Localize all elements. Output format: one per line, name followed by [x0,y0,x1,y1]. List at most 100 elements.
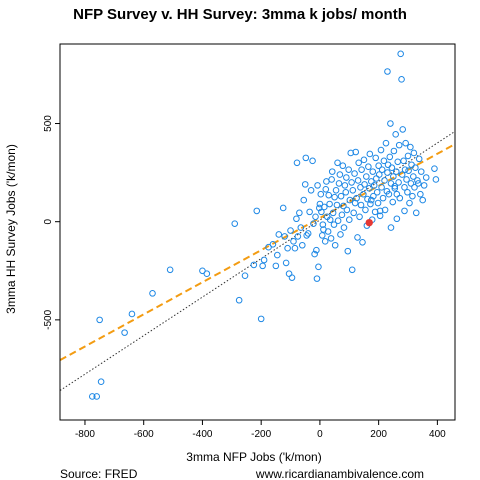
data-point [325,191,333,199]
y-axis-label: 3mma HH Survey Jobs ('k/mon) [4,144,18,314]
x-tick-label: 200 [370,429,387,440]
data-point [301,181,309,188]
data-point [199,267,206,275]
data-point [398,171,406,178]
data-point [259,262,266,270]
data-point [346,196,354,204]
data-point [405,167,412,174]
data-point [370,192,377,200]
data-point [412,164,419,171]
data-point [391,185,399,192]
data-point [380,157,388,165]
data-point [149,290,156,297]
data-point [334,217,342,225]
data-point [335,180,343,187]
data-point [265,243,272,251]
data-point [333,201,341,209]
x-tick-label: -200 [251,429,271,440]
data-point [365,163,372,171]
regression-line [59,143,456,361]
data-point [354,234,361,241]
data-point [354,177,362,184]
data-point [269,240,277,248]
data-point [121,329,128,336]
data-point [328,168,336,175]
data-point [344,247,352,255]
data-point [326,200,333,208]
data-point [285,270,293,278]
data-point [365,185,373,192]
data-point [422,174,430,181]
data-point [363,173,370,180]
data-point [253,207,261,215]
data-point [282,259,290,267]
data-point [293,159,301,167]
data-point [408,161,415,169]
data-point [342,188,350,196]
y-tick-label: 500 [43,115,54,132]
data-point [306,208,313,216]
data-point [323,178,330,185]
data-point [393,215,401,223]
data-point [411,184,418,191]
source-note: Source: FRED [60,467,138,480]
data-point [350,209,357,217]
data-point [309,157,316,165]
data-point [336,171,344,178]
data-point [302,154,310,162]
data-point [360,190,367,198]
data-point [382,139,390,147]
data-point [407,143,414,151]
data-point [341,182,349,189]
data-point [348,266,356,274]
data-point [378,166,386,173]
data-point [329,209,337,217]
data-point [356,213,363,221]
data-point [330,221,338,228]
data-point [326,216,334,224]
data-point [393,190,401,198]
x-tick-label: 400 [429,429,446,440]
data-point [389,198,397,206]
data-point [287,227,294,234]
data-point [97,378,105,386]
data-point [409,173,417,180]
data-point [396,194,404,202]
data-point [385,190,393,198]
data-point [364,195,371,203]
data-point [370,182,378,189]
data-point [166,266,174,274]
data-point [361,181,368,188]
data-point [403,176,410,183]
data-point [401,184,408,191]
data-point [275,231,283,238]
data-point [339,162,347,170]
data-point [343,174,350,181]
data-point [369,168,377,175]
data-point [294,233,302,240]
data-point [420,182,428,189]
data-point [381,177,388,184]
data-point [274,251,281,259]
x-tick-label: -800 [75,429,95,440]
data-point [322,185,330,193]
data-point [345,166,352,173]
data-point [312,213,319,221]
data-point [377,146,385,154]
data-point [235,296,243,304]
data-point [384,169,391,176]
data-point [352,148,360,156]
data-point [358,166,365,173]
data-point [304,230,312,237]
data-point [388,164,396,171]
data-point [392,168,400,175]
data-point [310,220,317,227]
data-point [373,188,381,196]
y-tick-label: -500 [43,309,54,329]
data-point [89,393,96,400]
data-point [337,231,344,238]
data-point [241,272,249,279]
data-point [407,180,415,187]
data-point [391,183,399,190]
data-point [387,120,394,127]
